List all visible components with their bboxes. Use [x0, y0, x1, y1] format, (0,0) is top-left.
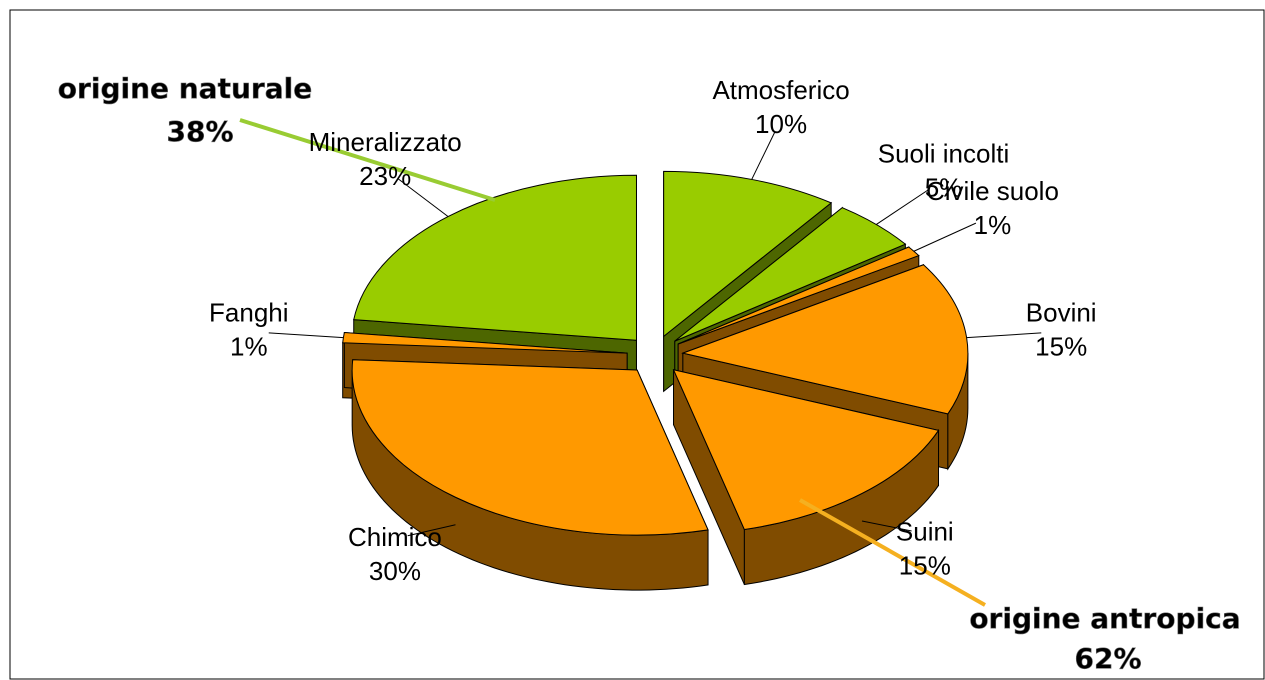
- slice: [677, 246, 920, 345]
- annotation-value: 38%: [166, 115, 233, 148]
- leader-line: [913, 222, 977, 252]
- leader-line: [407, 524, 456, 537]
- slice: [674, 207, 907, 342]
- slice-value: 15%: [899, 551, 951, 581]
- slice-label: Civile suolo: [926, 176, 1059, 206]
- slice-value: 10%: [755, 109, 807, 139]
- leader-line: [966, 332, 1042, 339]
- leader-line: [268, 332, 344, 339]
- slice-label: Suini: [896, 517, 954, 547]
- leader-line: [751, 131, 776, 180]
- slice-label: Chimico: [348, 522, 442, 552]
- annotation-value: 62%: [1074, 642, 1141, 675]
- slice-value: 5%: [925, 172, 963, 202]
- slice-value: 1%: [974, 210, 1012, 240]
- leader-line: [861, 520, 912, 532]
- slice: [672, 368, 940, 531]
- slice-label: Mineralizzato: [309, 127, 462, 157]
- annotation-line: [239, 118, 496, 202]
- slice-label: Bovini: [1026, 297, 1097, 327]
- annotation: origine naturale: [58, 72, 312, 105]
- slice: [681, 264, 969, 415]
- slice: [353, 174, 637, 341]
- annotation: origine antropica: [969, 602, 1240, 635]
- slice-value: 1%: [230, 331, 268, 361]
- slice: [351, 359, 709, 536]
- pie: [342, 170, 969, 591]
- slice-label: Atmosferico: [712, 75, 849, 105]
- slice-value: 15%: [1035, 331, 1087, 361]
- annotation-line: [799, 498, 986, 607]
- slice-value: 23%: [359, 161, 411, 191]
- leader-line: [398, 178, 449, 217]
- slice: [663, 170, 833, 338]
- slice: [342, 331, 628, 354]
- leader-line: [876, 188, 930, 225]
- slice-label: Fanghi: [209, 297, 289, 327]
- slice-label: Suoli incolti: [878, 138, 1010, 168]
- slice-value: 30%: [369, 556, 421, 586]
